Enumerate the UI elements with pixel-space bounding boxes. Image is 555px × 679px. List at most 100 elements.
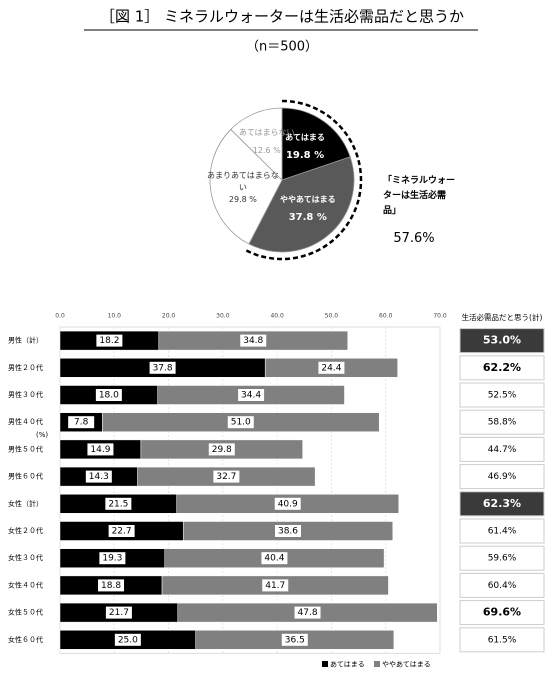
total-value: 69.6% — [483, 606, 521, 619]
data-label-box — [294, 606, 321, 619]
data-label-box — [68, 416, 95, 429]
data-label: 32.7 — [216, 472, 236, 482]
y-tick-label: 男性６０代 — [8, 472, 43, 481]
plot-frame — [59, 326, 441, 654]
data-label-box — [105, 497, 132, 510]
total-column-title: 生活必需品だと思う(計) — [462, 312, 543, 322]
data-label: 51.0 — [231, 418, 251, 428]
y-tick-label: 女性６０代 — [8, 635, 43, 644]
y-tick-label: 男性３０代 — [8, 390, 43, 399]
data-label-box — [108, 525, 135, 537]
pie-annotation: 「ミネラルウォーターは生活必需品」 — [383, 176, 456, 216]
chart-title: ［図 1］ ミネラルウォーターは生活必需品だと思うか — [100, 8, 464, 26]
data-label-box — [208, 443, 235, 456]
data-label: 40.4 — [264, 554, 284, 564]
data-label: 25.0 — [118, 635, 138, 645]
total-cell — [459, 464, 545, 490]
data-label: 21.5 — [108, 499, 128, 509]
data-label-box — [114, 633, 141, 646]
pie-value-label: 19.8 % — [285, 149, 325, 161]
total-cell — [459, 436, 545, 462]
legend-swatch — [322, 661, 328, 667]
data-label: 18.8 — [101, 581, 121, 591]
pie-slice — [209, 128, 283, 245]
pie-slice — [248, 156, 355, 253]
pie-slice — [230, 107, 283, 181]
highlight-arc — [245, 99, 363, 261]
y-tick-label: 女性３０代 — [8, 553, 43, 562]
pie-label: あてはまる — [285, 132, 325, 142]
data-label-box — [95, 389, 122, 401]
data-label: 41.7 — [265, 581, 285, 591]
x-tick-label: 20.0 — [162, 313, 176, 320]
x-tick-label: 0.0 — [55, 313, 65, 320]
legend-label: あてはまる — [330, 661, 365, 669]
data-label-box — [99, 552, 126, 565]
total-value: 62.2% — [483, 361, 521, 374]
data-label: 19.3 — [102, 554, 122, 564]
total-cell — [459, 545, 545, 571]
data-label: 18.2 — [99, 336, 119, 346]
x-tick-label: 50.0 — [325, 313, 339, 320]
y-tick-label: 女性（計） — [8, 499, 43, 508]
y-tick-label: 男性４０代 — [8, 417, 43, 426]
data-label: 29.8 — [212, 445, 232, 455]
data-label-box — [262, 579, 289, 592]
chart-subtitle: （n＝500） — [246, 40, 318, 55]
x-tick-label: 40.0 — [270, 313, 284, 320]
data-label: 14.3 — [89, 472, 109, 482]
total-value: 44.7% — [488, 445, 517, 455]
total-value: 52.5% — [488, 391, 517, 401]
data-label: 7.8 — [74, 418, 89, 428]
total-value: 53.0% — [483, 334, 521, 347]
y-tick-label: 男性２０代 — [8, 363, 43, 372]
unit-label: (%) — [36, 431, 48, 439]
data-label: 34.8 — [243, 336, 263, 346]
y-tick-label: 女性４０代 — [8, 580, 43, 589]
data-label-box — [274, 497, 301, 510]
data-label-box — [318, 361, 345, 374]
total-cell — [459, 600, 545, 626]
total-value: 60.4% — [488, 581, 517, 591]
data-label-box — [98, 579, 125, 592]
total-value: 59.6% — [488, 554, 517, 564]
total-cell — [459, 409, 545, 435]
pie-label: あまりあてはまらない — [207, 171, 279, 193]
total-value: 62.3% — [483, 497, 521, 510]
data-label-box — [238, 389, 265, 401]
pie-value-label: 37.8 % — [288, 212, 327, 224]
data-label: 24.4 — [321, 363, 341, 373]
total-cell — [459, 355, 545, 381]
pie-label: ややあてはまる — [279, 195, 336, 205]
data-label: 21.7 — [109, 608, 129, 618]
data-label: 38.6 — [278, 527, 298, 537]
x-tick-label: 70.0 — [433, 313, 447, 320]
data-label: 40.9 — [278, 499, 298, 509]
data-label-box — [275, 525, 301, 537]
data-label-box — [85, 470, 112, 483]
y-tick-label: 女性２０代 — [8, 526, 43, 535]
data-label-box — [281, 633, 308, 646]
x-tick-label: 30.0 — [216, 313, 230, 320]
data-label-box — [240, 334, 267, 347]
total-cell — [459, 572, 545, 598]
data-label: 47.8 — [298, 608, 318, 618]
total-cell — [459, 382, 545, 408]
total-cell — [459, 627, 545, 653]
data-label-box — [213, 470, 240, 483]
data-label-box — [149, 361, 176, 374]
total-value: 61.4% — [488, 527, 517, 537]
pie-value-label: 12.6 % — [252, 146, 281, 156]
y-tick-label: 女性５０代 — [8, 608, 43, 617]
data-label-box — [227, 416, 254, 429]
data-label-box — [96, 334, 123, 347]
total-cell — [459, 491, 545, 517]
data-label: 18.0 — [99, 391, 119, 401]
total-value: 61.5% — [488, 635, 517, 645]
total-cell — [459, 518, 545, 544]
y-tick-label: 男性（計） — [8, 336, 43, 345]
data-label: 14.9 — [90, 445, 110, 455]
pie-label: あてはまらない — [238, 128, 295, 138]
data-label-box — [105, 606, 132, 619]
